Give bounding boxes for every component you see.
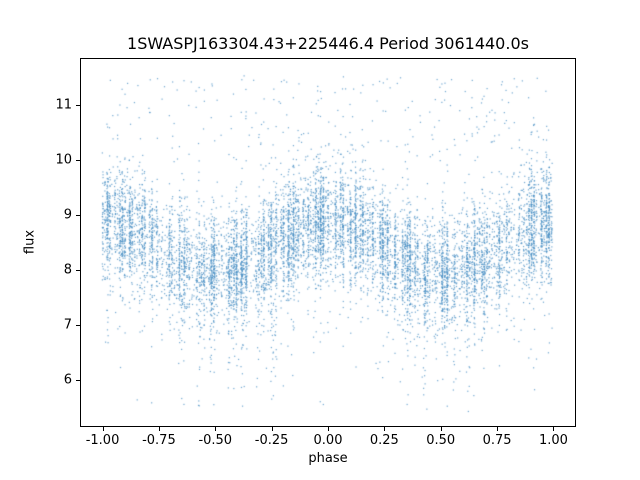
x-tick-label: 0.50 (426, 433, 456, 448)
x-tick-mark (271, 427, 273, 431)
x-tick-label: 0.75 (482, 433, 512, 448)
y-tick-mark (76, 214, 80, 216)
y-tick-mark (76, 270, 80, 272)
x-tick-label: 0.00 (313, 433, 343, 448)
x-tick-mark (384, 427, 386, 431)
x-tick-label: 0.25 (369, 433, 399, 448)
x-tick-mark (328, 427, 329, 431)
y-tick-label: 9 (63, 207, 72, 223)
x-tick-mark (553, 427, 555, 431)
x-tick-label: 1.00 (538, 433, 568, 448)
y-tick-mark (76, 380, 80, 382)
y-tick-label: 11 (55, 97, 72, 113)
y-tick-label: 7 (63, 317, 72, 333)
x-axis-label: phase (308, 451, 348, 466)
x-tick-label: -1.00 (85, 433, 120, 448)
scatter-points-canvas (81, 59, 575, 426)
y-axis-label: flux (22, 229, 38, 255)
x-tick-mark (440, 427, 442, 431)
x-tick-label: -0.75 (142, 433, 176, 448)
x-tick-mark (215, 427, 217, 431)
x-tick-label: -0.25 (254, 433, 289, 448)
x-tick-label: -0.50 (198, 433, 233, 448)
y-tick-label: 10 (55, 152, 72, 168)
x-tick-mark (102, 427, 104, 431)
x-tick-mark (497, 427, 499, 431)
y-tick-mark (76, 104, 80, 106)
y-tick-label: 8 (63, 262, 72, 278)
chart-title: 1SWASPJ163304.43+225446.4 Period 3061440… (127, 34, 529, 53)
y-tick-label: 6 (63, 372, 72, 388)
plot-area (80, 58, 576, 427)
x-tick-mark (158, 427, 160, 431)
y-tick-mark (76, 325, 80, 327)
y-tick-mark (76, 159, 80, 161)
